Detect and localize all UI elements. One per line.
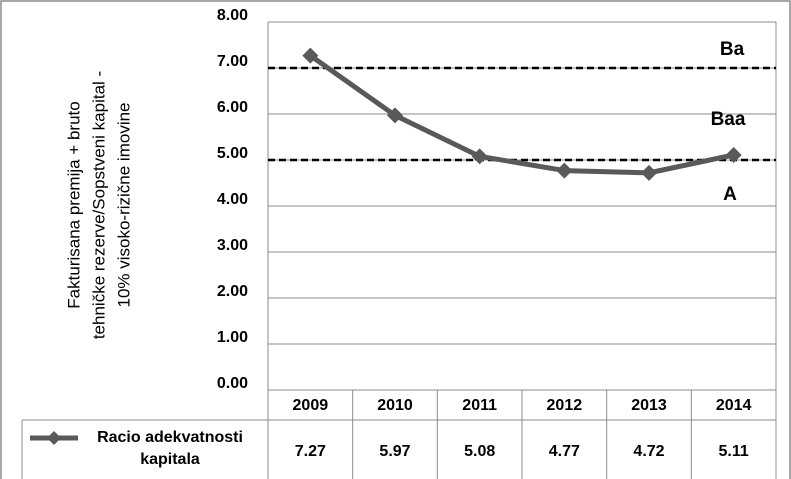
table-value: 5.08 <box>464 443 495 460</box>
legend-marker <box>47 431 61 445</box>
x-tick-label: 2010 <box>377 397 413 414</box>
x-tick-label: 2014 <box>716 397 752 414</box>
data-point <box>302 47 319 64</box>
y-axis-title-line: Fakturisana premija + bruto <box>64 101 83 308</box>
y-axis-title: Fakturisana premija + bruto tehničke reze… <box>64 71 133 339</box>
zone-label: Baa <box>711 109 746 130</box>
table-value: 5.97 <box>379 443 410 460</box>
data-point <box>556 162 573 179</box>
y-tick-label: 4.00 <box>217 191 248 208</box>
x-tick-label: 2012 <box>547 397 583 414</box>
data-point <box>387 107 403 124</box>
y-tick-label: 1.00 <box>217 329 248 346</box>
series-line <box>308 53 735 176</box>
data-point <box>641 164 657 181</box>
zone-label: Ba <box>720 39 745 60</box>
y-tick-label: 3.00 <box>217 237 248 254</box>
table-value: 5.11 <box>719 443 749 460</box>
y-axis-title-line: tehničke rezerve/Sopstveni kapital - <box>89 71 108 339</box>
data-point <box>471 148 488 165</box>
zone-label: A <box>723 184 737 205</box>
table-value: 4.77 <box>549 443 580 460</box>
x-tick-label: 2013 <box>631 397 667 414</box>
y-tick-label: 0.00 <box>217 375 248 392</box>
table-value: 7.27 <box>295 443 326 460</box>
y-tick-label: 2.00 <box>217 283 248 300</box>
y-tick-label: 7.00 <box>217 53 248 70</box>
x-tick-label: 2011 <box>462 397 497 414</box>
x-tick-label: 2009 <box>293 397 329 414</box>
data-point <box>725 146 742 163</box>
y-tick-label: 6.00 <box>217 99 248 116</box>
y-tick-label: 8.00 <box>217 7 248 24</box>
table-value: 4.72 <box>633 443 664 460</box>
y-tick-label: 5.00 <box>217 145 248 162</box>
y-axis-title-line: 10% visoko-rizične imovine <box>114 102 133 307</box>
legend-label: Racio adekvatnosti kapitala <box>97 429 243 468</box>
